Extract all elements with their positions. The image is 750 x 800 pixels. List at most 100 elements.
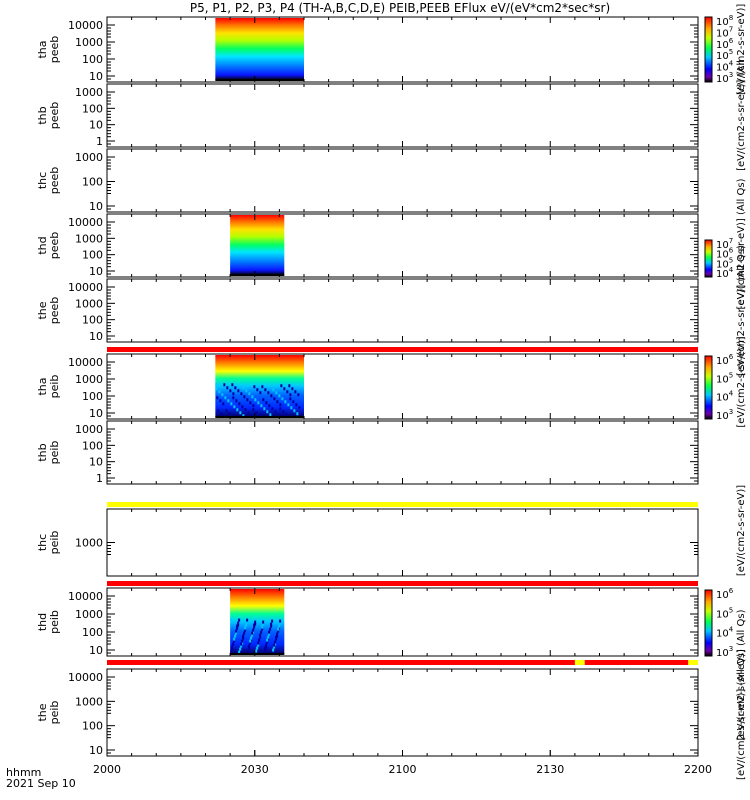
flag-bar-fill <box>107 660 698 665</box>
spectrogram-speckle <box>280 384 283 388</box>
spectrogram-speckle <box>257 643 260 647</box>
colorbar-tick-label: 103 <box>716 408 733 422</box>
spectrogram-speckle <box>249 401 252 405</box>
spectrogram-speckle <box>271 407 274 411</box>
spectrogram-speckle <box>238 650 241 654</box>
spectrogram-speckle <box>242 386 245 390</box>
spectrogram-speckle <box>295 403 298 407</box>
spectrogram-speckle <box>271 619 274 623</box>
date-axis-label: 2021 Sep 10 <box>6 777 76 790</box>
spectrogram-speckle <box>252 628 255 632</box>
spectrogram-speckle <box>230 402 233 406</box>
spectrogram-speckle <box>257 401 260 405</box>
y-tick-label: 100 <box>82 314 103 327</box>
panel-frame <box>106 83 699 148</box>
panel-the-peeb: 10000 1000 100 10 the peeb [eV/(cm2-s-sr-eV)] … <box>36 245 747 376</box>
spectrogram-speckle <box>253 625 256 629</box>
spectrogram-speckle <box>230 650 233 654</box>
spectrogram-speckle <box>227 399 230 403</box>
spectrogram-speckle <box>262 620 265 624</box>
colorbar: 106 105 104 103 <box>704 587 734 659</box>
spectrogram-speckle <box>220 412 223 416</box>
spectrogram-speckle <box>225 409 228 413</box>
spectrogram-speckle <box>248 644 251 648</box>
spectrogram-speckle <box>247 649 250 653</box>
spectrogram-speckle <box>237 621 240 625</box>
spectrogram-speckle <box>267 391 270 395</box>
spectrogram-speckle <box>231 383 234 387</box>
y-tick-label: 1000 <box>75 695 103 708</box>
panel-frame <box>106 213 699 278</box>
spectrogram-speckle <box>273 643 276 647</box>
spectrogram-speckle <box>243 395 246 399</box>
y-axis-probe-label: tha <box>36 377 49 395</box>
colorbar-tick-label: 104 <box>716 626 734 640</box>
flag-bar <box>107 347 698 352</box>
spectrogram-speckle <box>250 414 253 418</box>
spectrogram-speckle <box>216 396 219 400</box>
spectrogram-speckle <box>252 408 255 412</box>
spectrogram-speckle <box>284 400 287 404</box>
flag-bar-segment <box>574 660 585 665</box>
colorbar-tick-label: 107 <box>716 25 733 39</box>
colorbar-tick-label: 105 <box>716 606 733 620</box>
spectrogram-block <box>215 18 304 80</box>
spectrogram-speckle <box>244 626 247 630</box>
spectrogram-speckle <box>278 624 281 628</box>
spectrogram-speckle <box>221 393 224 397</box>
y-axis-probe-label: thb <box>36 443 49 461</box>
spectrogram-speckle <box>234 634 237 638</box>
y-tick-label: 1 <box>96 135 103 148</box>
spectrogram-speckle <box>263 407 266 411</box>
x-tick-label: 2100 <box>389 763 417 776</box>
spectrogram-speckle <box>262 622 265 626</box>
colorbar-label: [eV/(cm2-s-sr-eV)] (All Qs) <box>736 178 747 309</box>
colorbar-gradient <box>704 355 713 420</box>
y-tick-label: 10000 <box>68 281 103 294</box>
spectrogram-speckle <box>260 630 263 634</box>
spectrogram-speckle <box>238 618 241 622</box>
spectrogram-speckle <box>264 388 267 392</box>
spectrogram-speckle <box>256 646 259 650</box>
spectrogram-speckle <box>236 624 239 628</box>
panel-frame <box>106 668 699 757</box>
spectrogram-speckle <box>296 412 299 416</box>
panel-the-peib: 10000 1000 100 10 the peib [eV/(cm2-s-sr-eV)] … <box>36 649 747 780</box>
y-axis-instrument-label: peib <box>48 531 61 555</box>
flag-bar <box>107 502 698 507</box>
y-tick-label: 10000 <box>68 216 103 229</box>
y-tick-label: 10 <box>89 70 103 83</box>
spectrogram-speckle <box>246 618 249 622</box>
spectrogram-speckle <box>258 414 261 418</box>
y-axis-probe-label: thb <box>36 106 49 124</box>
y-tick-label: 10000 <box>68 19 103 32</box>
spectrogram-speckle <box>240 642 243 646</box>
y-tick-label: 100 <box>82 249 103 262</box>
spectrogram-speckle <box>272 388 275 392</box>
y-tick-label: 10000 <box>68 356 103 369</box>
y-tick-label: 10 <box>89 456 103 469</box>
y-tick-label: 10 <box>89 644 103 657</box>
spectrogram-speckle <box>238 402 241 406</box>
spectrogram-speckle <box>272 650 275 654</box>
y-axis-instrument-label: peeb <box>48 232 61 260</box>
colorbar-tick-label: 105 <box>716 256 733 270</box>
y-tick-label: 100 <box>82 176 103 189</box>
spectrogram-speckle <box>242 636 245 640</box>
spectrogram-speckle <box>264 646 267 650</box>
spectrogram-speckle <box>252 404 255 408</box>
spectrogram-speckle <box>226 386 229 390</box>
spectrogram-speckle <box>270 624 273 628</box>
spectrogram-speckle <box>229 389 232 393</box>
colorbar-label: [eV/(cm2-s-sr-eV)] (All Qs) <box>736 649 747 780</box>
spectrogram-speckle <box>253 623 256 627</box>
spectrogram-speckle <box>277 413 280 417</box>
y-axis-instrument-label: peib <box>48 701 61 725</box>
spectrogram-speckle <box>218 390 221 394</box>
spectrogram-speckle <box>237 389 240 393</box>
spectrogram-block <box>230 215 285 275</box>
spectrogram-speckle <box>248 392 251 396</box>
y-tick-label: 10000 <box>68 590 103 603</box>
